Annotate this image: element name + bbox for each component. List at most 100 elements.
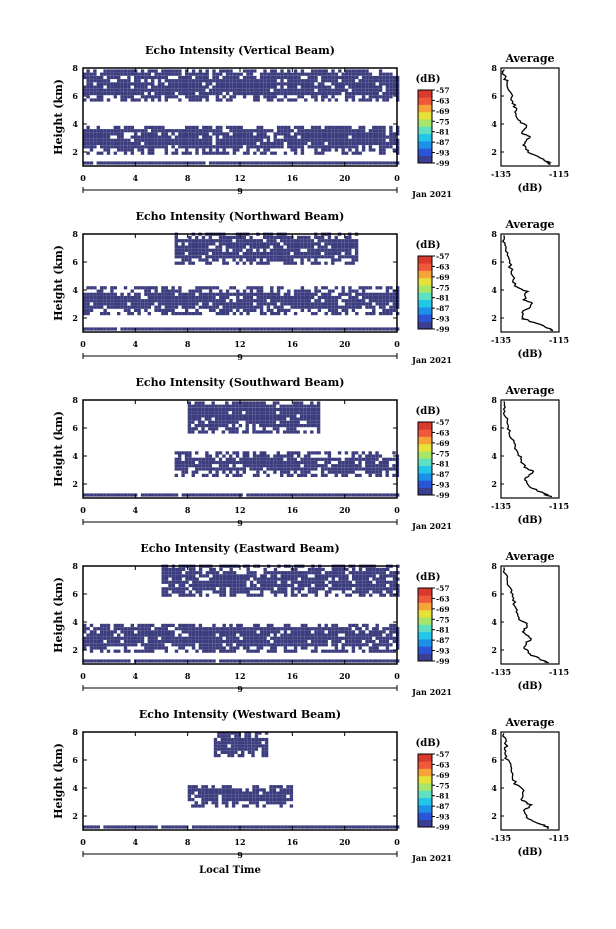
heatmap-cell [242, 633, 247, 637]
heatmap-cell [324, 129, 328, 133]
heatmap-cell [297, 659, 301, 663]
heatmap-cell [283, 255, 287, 259]
heatmap-cell [181, 470, 185, 474]
heatmap-cell [317, 493, 322, 497]
heatmap-cell [83, 643, 87, 647]
heatmap-cell [188, 302, 192, 306]
heatmap-cell [263, 82, 267, 86]
heatmap-cell [117, 132, 121, 136]
heatmap-cell [93, 302, 97, 306]
heatmap-cell [259, 138, 264, 142]
heatmap-cell [354, 457, 359, 461]
heatmap-cell [185, 129, 189, 133]
heatmap-cell [86, 312, 90, 316]
heatmap-cell [290, 248, 294, 252]
heatmap-cell [382, 148, 386, 152]
heatmap-cell [280, 125, 284, 129]
heatmap-cell [242, 69, 247, 73]
heatmap-cell [86, 92, 90, 96]
heatmap-cell [290, 85, 294, 89]
heatmap-cell [195, 72, 199, 76]
heatmap-cell [304, 88, 308, 92]
heatmap-cell [161, 312, 165, 316]
heatmap-cell [127, 82, 131, 86]
heatmap-cell [89, 493, 94, 497]
heatmap-cell [375, 464, 379, 468]
heatmap-cell [286, 460, 291, 465]
heatmap-cell [212, 239, 216, 243]
heatmap-cell [191, 135, 196, 139]
heatmap-cell [100, 639, 104, 644]
heatmap-cell [293, 98, 298, 102]
heatmap-cell [284, 571, 288, 575]
heatmap-cell [296, 420, 300, 424]
heatmap-cell [214, 414, 219, 418]
heatmap-cell [365, 580, 369, 584]
heatmap-cell [106, 623, 111, 627]
heatmap-cell [372, 132, 376, 136]
heatmap-cell [212, 587, 216, 591]
colorbar-tick-label: -99 [436, 159, 450, 168]
heatmap-cell [123, 643, 128, 647]
heatmap-cell [297, 633, 301, 637]
heatmap-cell [195, 467, 199, 471]
date-label: Jan 2021 [411, 355, 452, 365]
heatmap-cell [249, 286, 254, 290]
heatmap-cell [222, 95, 226, 99]
heatmap-cell [239, 129, 243, 133]
heatmap-cell [171, 574, 176, 578]
heatmap-cell [355, 132, 359, 136]
heatmap-cell [276, 467, 280, 471]
heatmap-cell [219, 627, 223, 631]
heatmap-cell [259, 493, 264, 497]
heatmap-cell [184, 451, 189, 455]
heatmap-cell [256, 255, 260, 259]
heatmap-cell [290, 299, 294, 303]
heatmap-cell [219, 646, 223, 650]
heatmap-cell [174, 295, 179, 300]
heatmap-cell [283, 248, 287, 252]
heatmap-cell [198, 467, 202, 471]
heatmap-cell [266, 327, 271, 331]
heatmap-cell [263, 639, 267, 644]
heatmap-cell [327, 451, 332, 455]
heatmap-cell [282, 411, 287, 415]
heatmap-cell [293, 242, 297, 246]
heatmap-cell [236, 659, 240, 663]
heatmap-cell [276, 424, 280, 428]
heatmap-cell [375, 633, 379, 637]
heatmap-cell [222, 132, 226, 136]
heatmap-cell [283, 464, 287, 468]
heatmap-cell [198, 636, 203, 640]
heatmap-cell [100, 82, 104, 86]
heatmap-cell [314, 286, 318, 290]
heatmap-cell [252, 401, 256, 405]
heatmap-cell [171, 587, 176, 591]
heatmap-cell [331, 627, 335, 631]
heatmap-cell [134, 305, 138, 309]
heatmap-cell [120, 659, 124, 663]
heatmap-cell [270, 623, 274, 627]
heatmap-cell [151, 79, 155, 83]
heatmap-cell [378, 82, 383, 86]
heatmap-cell [317, 92, 322, 96]
heatmap-cell [232, 251, 236, 256]
heatmap-cell [365, 639, 369, 644]
heatmap-cell [249, 261, 253, 265]
heatmap-cell [337, 467, 342, 471]
heatmap-cell [297, 299, 301, 303]
colorbar-segment [418, 609, 432, 618]
avg-y-tick-label: 6 [491, 589, 497, 599]
heatmap-cell [355, 75, 359, 80]
heatmap-cell [188, 129, 192, 133]
heatmap-cell [246, 248, 250, 252]
heatmap-cell [174, 148, 179, 152]
heatmap-cell [276, 630, 281, 634]
heatmap-cell [385, 92, 390, 96]
heatmap-cell [212, 639, 216, 644]
heatmap-cell [96, 82, 100, 86]
heatmap-cell [262, 430, 266, 434]
heatmap-cell [382, 75, 386, 80]
heatmap-cell [344, 261, 349, 265]
